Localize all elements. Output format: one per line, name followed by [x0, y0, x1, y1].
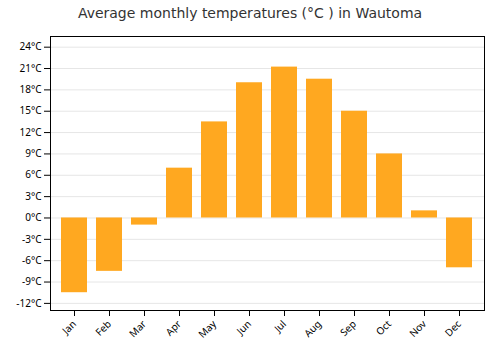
svg-text:9°C: 9°C — [25, 146, 42, 160]
svg-text:21°C: 21°C — [19, 61, 42, 75]
svg-text:0°C: 0°C — [25, 210, 42, 224]
svg-text:Jan: Jan — [58, 317, 79, 338]
svg-text:Jun: Jun — [233, 317, 254, 338]
html-text:Average monthly temperatures (: Average monthly temperatures (°C ) in Wa… — [77, 5, 423, 21]
svg-text:Aug: Aug — [301, 317, 324, 340]
svg-text:Mar: Mar — [126, 317, 149, 340]
svg-text:Sep: Sep — [337, 317, 359, 339]
svg-text:Jul: Jul — [270, 317, 289, 336]
svg-text:24°C: 24°C — [19, 39, 42, 53]
svg-text:-12°C: -12°C — [16, 296, 42, 310]
svg-text:-3°C: -3°C — [22, 232, 42, 246]
svg-text:6°C: 6°C — [25, 167, 42, 181]
svg-text:18°C: 18°C — [19, 82, 42, 96]
svg-text:Apr: Apr — [162, 317, 184, 339]
svg-text:Oct: Oct — [373, 317, 395, 339]
svg-text:-6°C: -6°C — [22, 253, 42, 267]
svg-text:-9°C: -9°C — [22, 274, 42, 288]
svg-text:3°C: 3°C — [25, 189, 42, 203]
svg-text:May: May — [195, 316, 220, 341]
svg-text:15°C: 15°C — [19, 103, 42, 117]
svg-text:Feb: Feb — [92, 317, 114, 339]
svg-text:Nov: Nov — [406, 316, 430, 340]
svg-text:Dec: Dec — [441, 317, 464, 340]
svg-text:12°C: 12°C — [19, 125, 42, 139]
